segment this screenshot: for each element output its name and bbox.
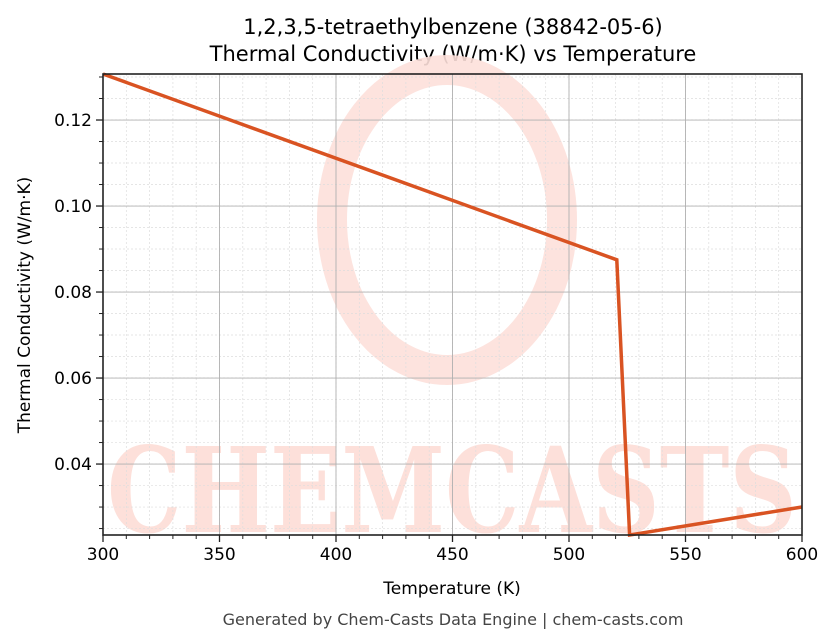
x-tick-label: 450: [436, 545, 468, 565]
x-tick-labels: 300 350 400 450 500 550 600: [87, 545, 818, 565]
y-tick-label: 0.12: [54, 111, 92, 131]
axis-ticks: [96, 76, 803, 542]
y-tick-label: 0.10: [54, 197, 92, 217]
footer-credit: Generated by Chem-Casts Data Engine | ch…: [223, 610, 684, 629]
x-tick-label: 350: [203, 545, 235, 565]
y-tick-label: 0.04: [54, 455, 92, 475]
y-tick-labels: 0.04 0.06 0.08 0.10 0.12: [54, 111, 92, 475]
x-tick-label: 300: [87, 545, 119, 565]
y-tick-label: 0.06: [54, 369, 92, 389]
data-series-line: [102, 72, 803, 538]
x-tick-label: 400: [320, 545, 352, 565]
watermark-logo-icon: [317, 55, 577, 385]
y-axis-label: Thermal Conductivity (W/m·K): [15, 177, 35, 435]
x-tick-label: 500: [553, 545, 585, 565]
x-axis-label: Temperature (K): [382, 579, 521, 599]
chart-title: 1,2,3,5-tetraethylbenzene (38842-05-6): [243, 15, 663, 39]
y-tick-label: 0.08: [54, 283, 92, 303]
x-tick-label: 550: [669, 545, 701, 565]
watermark: CHEMCASTS: [107, 55, 797, 560]
x-tick-label: 600: [786, 545, 818, 565]
